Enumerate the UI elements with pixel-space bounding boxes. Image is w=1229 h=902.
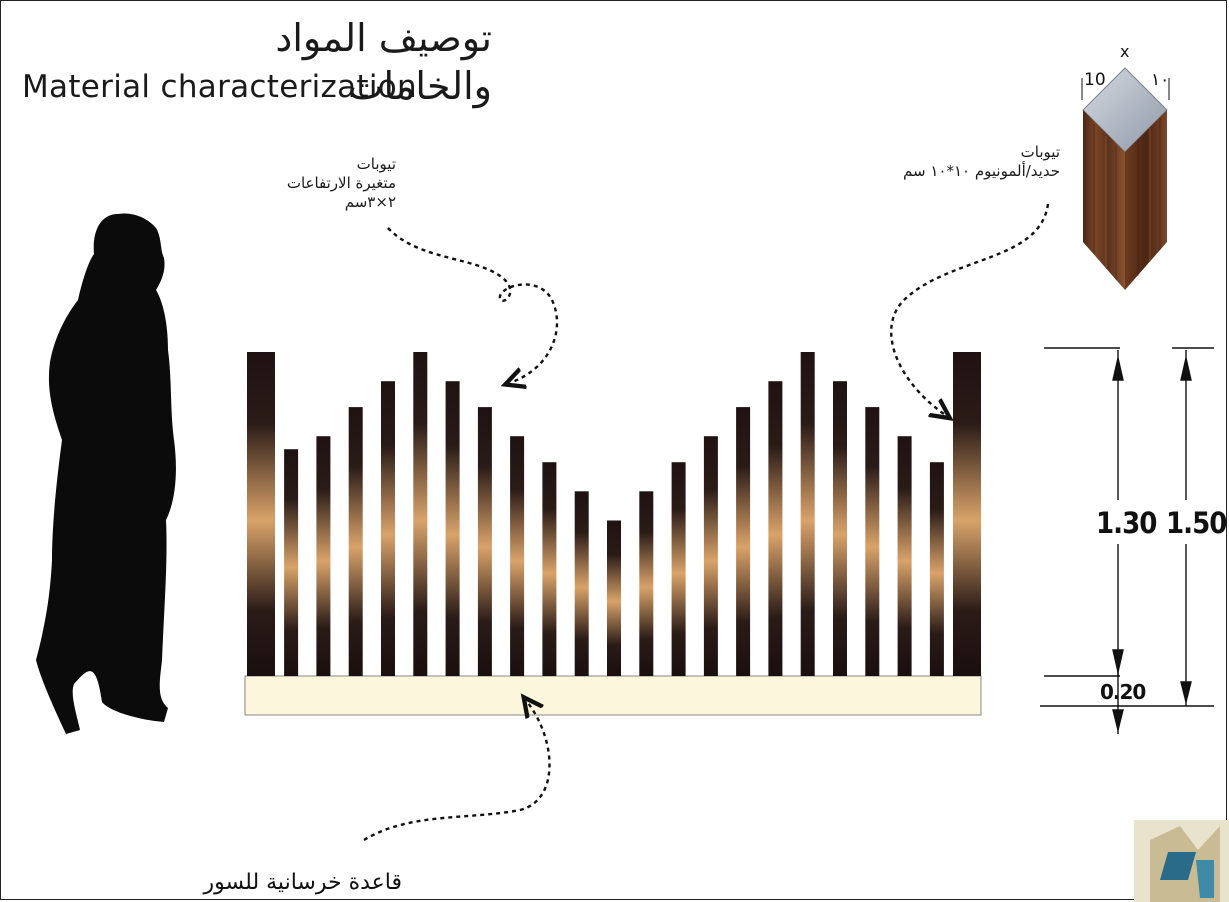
fence-bars [247, 352, 981, 676]
fence-bar [953, 352, 981, 676]
fence-bar [671, 462, 686, 676]
fence-bar [413, 352, 428, 676]
title-arabic: توصيف المواد والخامات [275, 16, 492, 108]
fence-bar [833, 381, 847, 676]
callout-arrow-base [363, 703, 551, 842]
callout-arrow-variable-tubes [387, 227, 559, 382]
fence-bar [247, 352, 275, 676]
fence-bar [800, 352, 815, 676]
tube-cube-icon [1081, 67, 1170, 290]
fence-bar [316, 436, 331, 676]
cube-label-right: ١٠ [1151, 70, 1170, 90]
variable-tubes-note: تيوبات متغيرة الارتفاعات ٢×٣سم [220, 155, 396, 212]
dim-bars-height: 1.30 [1096, 506, 1157, 540]
fence-bar [897, 436, 912, 676]
fence-bar [510, 436, 525, 676]
fence-bar [574, 491, 589, 676]
dim-base-height: 0.20 [1100, 680, 1146, 704]
person-silhouette [36, 213, 176, 734]
logo-icon [1134, 820, 1229, 902]
fence-bar [736, 407, 751, 676]
base-caption: قاعدة خرسانية للسور [203, 870, 402, 895]
fence-bar [929, 462, 944, 676]
tube-material-line-1: تيوبات [1020, 143, 1060, 161]
fence-bar [703, 436, 718, 676]
fence-bar [477, 407, 492, 676]
tube-material-line-2: حديد/ألمونيوم ١٠*١٠ سم [903, 162, 1060, 180]
fence-bar [607, 520, 621, 676]
variable-tubes-line-1: تيوبات [356, 155, 396, 173]
callout-arrow-tube-material [890, 203, 1050, 414]
fence-bar [639, 491, 654, 676]
tube-material-note: تيوبات حديد/ألمونيوم ١٠*١٠ سم [840, 143, 1060, 181]
fence-bar [445, 381, 460, 676]
cube-label-center: x [1120, 42, 1130, 61]
variable-tubes-line-2: متغيرة الارتفاعات [286, 174, 396, 192]
fence-bar [542, 462, 557, 676]
fence-bar [865, 407, 880, 676]
fence-bar [348, 407, 363, 676]
dimension-lines [1040, 347, 1214, 734]
fence-bar [768, 381, 783, 676]
concrete-base [244, 675, 982, 716]
fence-bar [381, 381, 395, 676]
cube-label-left: 10 [1084, 70, 1106, 90]
dim-total-height: 1.50 [1166, 506, 1227, 540]
title-english: Material characterization [22, 69, 417, 105]
variable-tubes-line-3: ٢×٣سم [344, 193, 396, 211]
fence-bar [284, 449, 299, 676]
